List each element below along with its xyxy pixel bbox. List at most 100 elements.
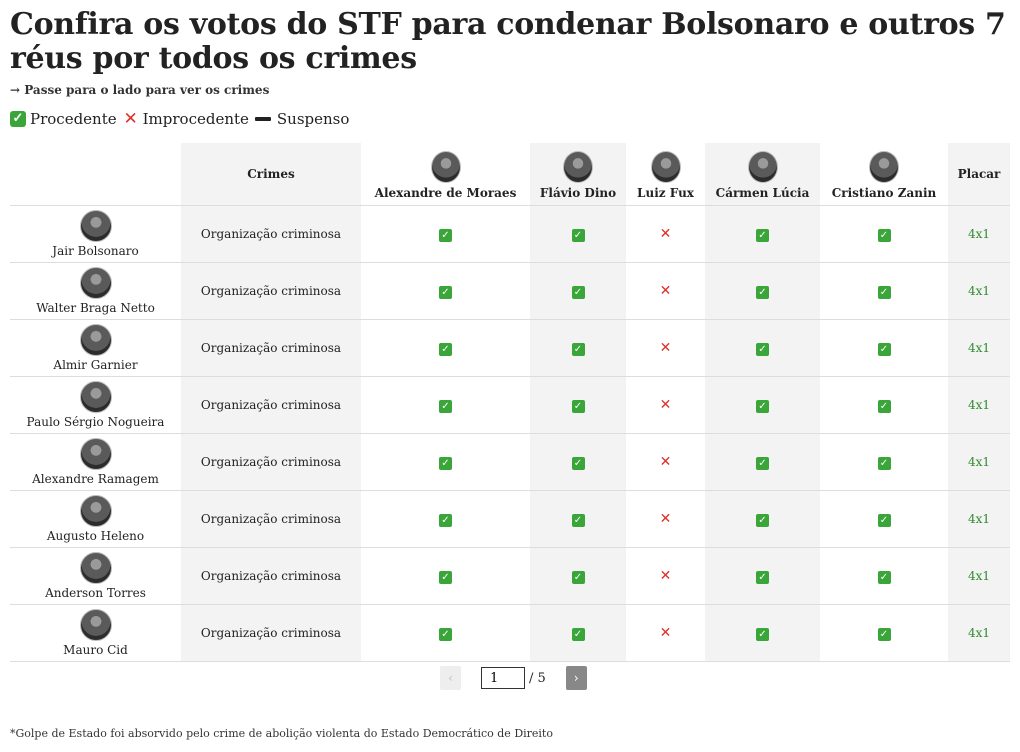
check-mark-icon: ✓	[756, 228, 769, 242]
vote-cell: ✓	[820, 262, 948, 320]
defendant-name: Mauro Cid	[63, 643, 128, 657]
table-row: Walter Braga Netto Organização criminosa ✓…	[10, 262, 1010, 320]
judge-header-carmen: Cármen Lúcia	[705, 143, 820, 206]
next-page-button[interactable]: ›	[565, 666, 587, 690]
vote-cell: ✓	[361, 376, 530, 434]
check-mark-icon: ✓	[571, 285, 585, 299]
table-row: Mauro Cid Organização criminosa ✓ ✓ ✕ ✓ ✓ 4x1	[10, 604, 1010, 662]
score-cell: 4x1	[948, 205, 1010, 263]
defendant-photo-avatar	[79, 267, 112, 299]
judge-name: Cármen Lúcia	[715, 186, 810, 200]
defendant-photo-avatar	[79, 324, 112, 356]
vote-cell: ✕	[626, 433, 705, 491]
defendant-cell: Jair Bolsonaro	[10, 205, 181, 263]
check-mark-icon: ✓	[571, 456, 585, 470]
check-mark-icon: ✓	[571, 570, 585, 584]
judge-header-zanin: Cristiano Zanin	[820, 143, 948, 206]
vote-cell: ✓	[820, 490, 948, 548]
vote-cell: ✕	[626, 547, 705, 605]
vote-cell: ✓	[361, 262, 530, 320]
legend-label-suspenso: Suspenso	[276, 110, 350, 128]
crime-cell: Organização criminosa	[181, 547, 361, 605]
check-mark-icon: ✓	[756, 342, 769, 356]
defendant-photo-avatar	[79, 210, 112, 242]
defendant-cell: Almir Garnier	[10, 319, 181, 377]
swipe-hint: → Passe para o lado para ver os crimes	[10, 83, 270, 97]
crime-cell: Organização criminosa	[181, 376, 361, 434]
page-title: Confira os votos do STF para condenar Bo…	[10, 7, 1006, 76]
vote-cell: ✓	[530, 433, 626, 491]
defendant-column-header	[10, 143, 181, 206]
vote-cell: ✓	[705, 433, 820, 491]
check-mark-icon: ✓	[756, 285, 769, 299]
vote-cell: ✓	[530, 376, 626, 434]
pagination: ‹ / 5 ›	[440, 666, 587, 690]
vote-cell: ✕	[626, 262, 705, 320]
judge-header-fux: Luiz Fux	[626, 143, 705, 206]
vote-cell: ✓	[530, 319, 626, 377]
vote-legend: ✓ Procedente ✕ Improcedente Suspenso	[10, 110, 351, 128]
judge-name: Alexandre de Moraes	[374, 186, 517, 200]
vote-cell: ✓	[361, 604, 530, 662]
table-row: Anderson Torres Organização criminosa ✓ ✓ ✕ ✓…	[10, 547, 1010, 605]
check-mark-icon: ✓	[877, 513, 891, 527]
vote-cell: ✓	[530, 262, 626, 320]
cross-mark-icon: ✕	[659, 625, 672, 641]
vote-cell: ✓	[705, 547, 820, 605]
check-mark-icon: ✓	[877, 285, 891, 299]
score-cell: 4x1	[948, 547, 1010, 605]
vote-cell: ✓	[820, 547, 948, 605]
check-mark-icon: ✓	[439, 342, 452, 356]
vote-cell: ✕	[626, 490, 705, 548]
defendant-name: Augusto Heleno	[46, 529, 145, 543]
check-mark-icon: ✓	[877, 342, 891, 356]
cross-mark-icon: ✕	[123, 109, 138, 129]
previous-page-button[interactable]: ‹	[440, 666, 461, 690]
check-mark-icon: ✓	[571, 342, 585, 356]
score-cell: 4x1	[948, 433, 1010, 491]
cross-mark-icon: ✕	[659, 226, 672, 242]
check-mark-icon: ✓	[571, 399, 585, 413]
check-mark-icon: ✓	[439, 570, 452, 584]
cross-mark-icon: ✕	[659, 397, 672, 413]
judge-name: Cristiano Zanin	[831, 186, 937, 200]
page-number-input[interactable]	[481, 667, 525, 689]
check-mark-icon: ✓	[439, 228, 452, 242]
defendant-name: Alexandre Ramagem	[32, 472, 159, 486]
check-mark-icon: ✓	[756, 570, 769, 584]
vote-cell: ✓	[705, 319, 820, 377]
check-mark-icon: ✓	[10, 111, 26, 127]
score-cell: 4x1	[948, 262, 1010, 320]
vote-cell: ✓	[361, 319, 530, 377]
score-cell: 4x1	[948, 604, 1010, 662]
defendant-cell: Walter Braga Netto	[10, 262, 181, 320]
judge-photo-avatar	[430, 151, 461, 183]
score-cell: 4x1	[948, 376, 1010, 434]
check-mark-icon: ✓	[439, 456, 452, 470]
vote-cell: ✓	[705, 490, 820, 548]
cross-mark-icon: ✕	[659, 283, 672, 299]
crime-cell: Organização criminosa	[181, 604, 361, 662]
check-mark-icon: ✓	[756, 399, 769, 413]
vote-cell: ✓	[361, 490, 530, 548]
check-mark-icon: ✓	[877, 228, 891, 242]
crime-cell: Organização criminosa	[181, 262, 361, 320]
footnote: *Golpe de Estado foi absorvido pelo crim…	[10, 727, 553, 740]
vote-cell: ✕	[626, 604, 705, 662]
vote-cell: ✓	[361, 205, 530, 263]
check-mark-icon: ✓	[877, 456, 891, 470]
cross-mark-icon: ✕	[659, 454, 672, 470]
vote-cell: ✓	[820, 319, 948, 377]
defendant-cell: Mauro Cid	[10, 604, 181, 662]
judge-photo-avatar	[747, 151, 778, 183]
legend-label-improcedente: Improcedente	[142, 110, 249, 128]
table-row: Jair Bolsonaro Organização criminosa ✓ ✓ ✕ ✓ ✓…	[10, 205, 1010, 263]
table-header-row: Crimes Alexandre de Moraes Flávio Dino L…	[10, 143, 1010, 206]
vote-cell: ✓	[820, 604, 948, 662]
table-row: Paulo Sérgio Nogueira Organização crimino…	[10, 376, 1010, 434]
crime-cell: Organização criminosa	[181, 319, 361, 377]
defendant-photo-avatar	[79, 609, 112, 641]
vote-cell: ✓	[361, 433, 530, 491]
votes-table: Crimes Alexandre de Moraes Flávio Dino L…	[10, 143, 1010, 662]
score-cell: 4x1	[948, 319, 1010, 377]
